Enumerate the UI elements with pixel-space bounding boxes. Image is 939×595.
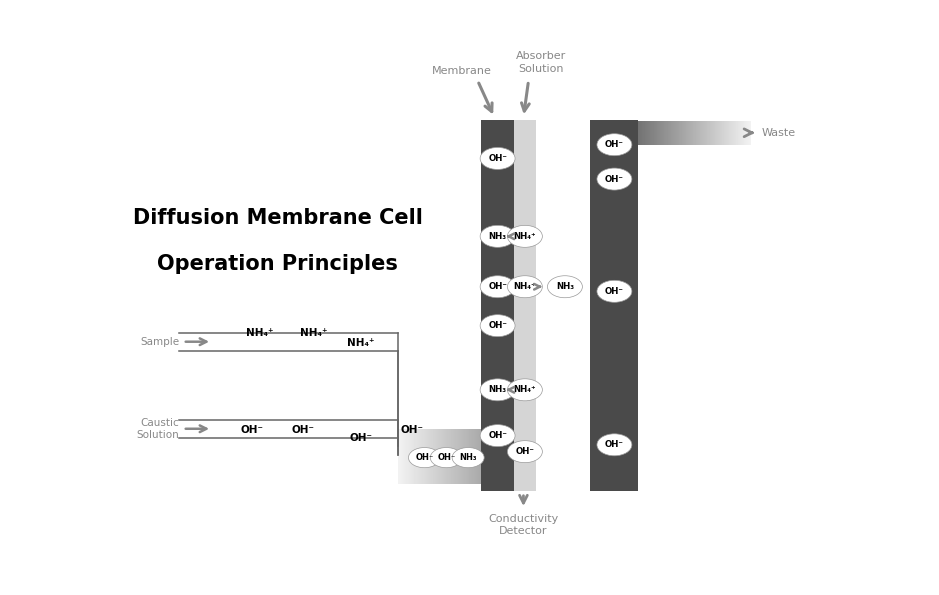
Text: NH₃: NH₃ — [488, 232, 507, 241]
Text: Diffusion Membrane Cell: Diffusion Membrane Cell — [132, 208, 423, 228]
Circle shape — [597, 168, 632, 190]
Circle shape — [507, 379, 543, 401]
Text: NH₃: NH₃ — [556, 282, 574, 291]
Circle shape — [597, 280, 632, 302]
Text: NH₄⁺: NH₄⁺ — [514, 282, 536, 291]
Text: OH⁻: OH⁻ — [605, 440, 623, 449]
Circle shape — [480, 379, 516, 401]
Text: OH⁻: OH⁻ — [415, 453, 434, 462]
Text: OH⁻: OH⁻ — [401, 425, 423, 435]
Circle shape — [408, 447, 440, 468]
Circle shape — [480, 226, 516, 248]
Circle shape — [480, 315, 516, 337]
Text: NH₄⁺: NH₄⁺ — [245, 327, 273, 337]
Text: Operation Principles: Operation Principles — [157, 254, 398, 274]
Text: Absorber
Solution: Absorber Solution — [516, 51, 566, 74]
Bar — [514, 120, 536, 491]
Text: OH⁻: OH⁻ — [488, 282, 507, 291]
Circle shape — [597, 134, 632, 156]
Circle shape — [453, 447, 485, 468]
Circle shape — [480, 275, 516, 298]
Text: OH⁻: OH⁻ — [605, 287, 623, 296]
Text: NH₄⁺: NH₄⁺ — [514, 232, 536, 241]
Text: OH⁻: OH⁻ — [240, 425, 264, 435]
Text: Membrane: Membrane — [432, 66, 491, 76]
Circle shape — [547, 275, 582, 298]
Text: OH⁻: OH⁻ — [605, 174, 623, 184]
Bar — [482, 429, 514, 484]
Text: Conductivity
Detector: Conductivity Detector — [488, 513, 559, 536]
Text: NH₃: NH₃ — [488, 386, 507, 394]
Text: NH₃: NH₃ — [459, 453, 477, 462]
Text: Waste: Waste — [762, 128, 795, 138]
Text: OH⁻: OH⁻ — [488, 431, 507, 440]
Circle shape — [507, 441, 543, 463]
Text: OH⁻: OH⁻ — [516, 447, 534, 456]
Circle shape — [430, 447, 462, 468]
Text: Sample: Sample — [140, 337, 179, 347]
Circle shape — [480, 425, 516, 447]
Text: NH₄⁺: NH₄⁺ — [514, 386, 536, 394]
Bar — [591, 120, 638, 491]
Text: OH⁻: OH⁻ — [438, 453, 455, 462]
Circle shape — [480, 148, 516, 170]
Text: NH₄⁺: NH₄⁺ — [300, 327, 328, 337]
Circle shape — [597, 434, 632, 456]
Text: OH⁻: OH⁻ — [349, 433, 373, 443]
Text: OH⁻: OH⁻ — [291, 425, 315, 435]
Text: Caustic
Solution: Caustic Solution — [136, 418, 179, 440]
Text: OH⁻: OH⁻ — [488, 154, 507, 163]
Text: OH⁻: OH⁻ — [488, 321, 507, 330]
Circle shape — [507, 275, 543, 298]
Bar — [514, 429, 536, 484]
Bar — [482, 120, 514, 491]
Circle shape — [507, 226, 543, 248]
Text: OH⁻: OH⁻ — [605, 140, 623, 149]
Text: NH₄⁺: NH₄⁺ — [347, 337, 375, 347]
Bar — [591, 121, 638, 145]
